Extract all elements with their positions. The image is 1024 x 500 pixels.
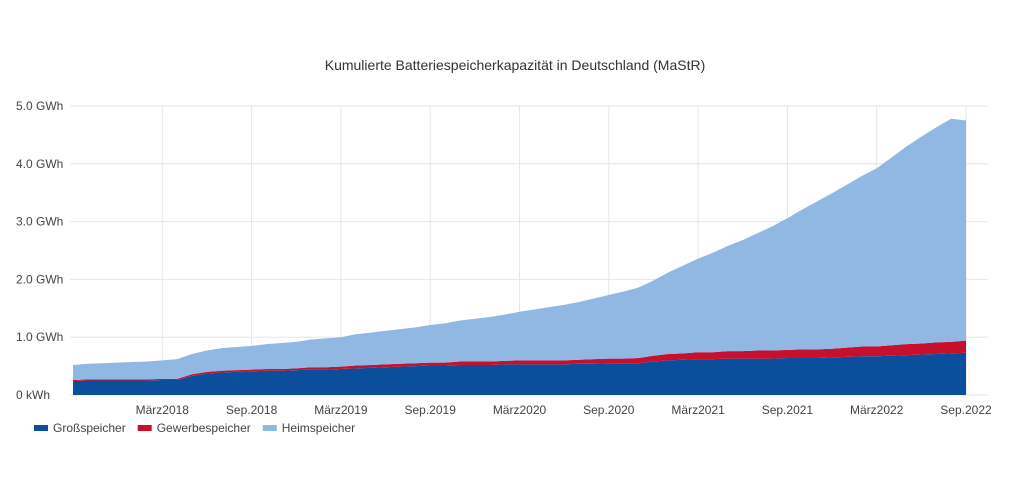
y-tick-label: 4.0 GWh: [16, 157, 63, 171]
x-tick-label: Sep.2022: [940, 403, 992, 417]
x-tick-label: Sep.2021: [762, 403, 814, 417]
legend: Großspeicher Gewerbespeicher Heimspeicher: [34, 421, 355, 435]
x-tick-label: Sep.2019: [405, 403, 457, 417]
x-tick-label: März2020: [493, 403, 547, 417]
legend-swatch: [34, 425, 48, 431]
legend-label: Gewerbespeicher: [157, 421, 251, 435]
area-gewerbespeicher: [73, 340, 966, 382]
y-tick-label: 1.0 GWh: [16, 330, 63, 344]
y-axis: 0 kWh 1.0 GWh 2.0 GWh 3.0 GWh 4.0 GWh 5.0 GWh: [16, 99, 63, 402]
x-tick-label: Sep.2020: [583, 403, 635, 417]
x-tick-label: März2018: [136, 403, 190, 417]
chart-title: Kumulierte Batteriespeicherkapazität in …: [325, 57, 706, 73]
legend-label: Großspeicher: [53, 421, 126, 435]
stacked-areas: [73, 118, 966, 395]
x-tick-label: März2022: [850, 403, 904, 417]
x-axis: März2018 Sep.2018 März2019 Sep.2019 März2020…: [136, 403, 992, 417]
x-tick-label: März2019: [314, 403, 368, 417]
x-tick-label: Sep.2018: [226, 403, 278, 417]
x-tick-label: März2021: [671, 403, 725, 417]
y-tick-label: 3.0 GWh: [16, 215, 63, 229]
legend-swatch: [137, 425, 152, 431]
legend-swatch: [262, 425, 277, 431]
y-tick-label: 5.0 GWh: [16, 99, 63, 113]
area-großspeicher: [73, 352, 966, 395]
area-heimspeicher: [73, 118, 966, 380]
y-tick-label: 0 kWh: [16, 388, 50, 402]
legend-label: Heimspeicher: [282, 421, 355, 435]
y-tick-label: 2.0 GWh: [16, 272, 63, 286]
